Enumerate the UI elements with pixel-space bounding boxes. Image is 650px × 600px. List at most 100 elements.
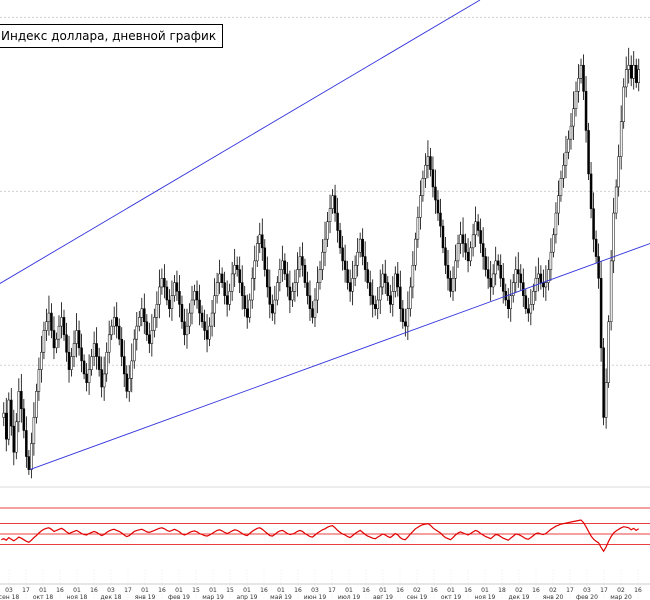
candle-body [391,291,395,305]
candle-body [491,273,495,288]
x-tick-day: 03 [5,587,13,594]
candle-body [67,351,71,370]
candle-body [10,399,13,427]
candle-body [318,269,322,283]
x-tick-day: 01 [277,587,285,594]
candle-body [55,338,58,349]
x-tick-month: мар 20 [610,594,632,600]
candle-body [547,269,550,283]
candle-body [421,178,425,196]
candle-body [569,125,573,140]
candle-body [7,399,11,440]
candle-body [582,64,585,92]
candle-body [373,304,377,309]
candle-body [456,243,460,262]
candle-body [426,156,430,166]
candle-body [273,299,277,314]
candle-body [140,308,144,318]
candle-body [338,230,342,249]
rsi-line [1,519,640,553]
candle-body [42,330,46,353]
candle-body [120,338,123,357]
candle-body [200,312,204,323]
candle-body [514,269,518,283]
candle-body [193,291,196,301]
candle-body [213,295,216,314]
candle-body [190,299,194,314]
candle-body [70,356,73,370]
candle-body [210,312,214,327]
candle-body [185,325,189,336]
candle-body [599,278,603,349]
candle-body [198,299,201,314]
x-tick-month: янв 19 [135,594,156,600]
candle-body [20,391,23,409]
candle-body [313,299,317,318]
candle-body [253,260,256,279]
candle-body [128,378,131,392]
candle-body [371,295,374,305]
candle-body [609,260,613,323]
channel-lower-line [29,243,650,471]
candle-body [288,286,292,301]
candle-body [291,291,294,301]
x-tick-month: апр 19 [237,594,258,600]
candle-body [293,282,297,292]
candle-body [102,373,106,388]
candle-body [97,356,101,370]
candle-body [602,347,605,418]
x-tick-month: авг 19 [373,594,393,600]
x-tick-day: 03 [107,587,115,594]
candle-body [5,412,8,440]
candle-body [484,256,487,270]
candle-body [499,264,502,279]
candle-body [125,373,128,392]
x-tick-day: 01 [243,587,251,594]
candle-body [230,273,234,292]
candle-body [296,269,299,283]
channel-upper-line [0,0,481,284]
candle-body [50,312,53,331]
candle-body [301,256,304,266]
price-grid [0,16,650,366]
candle-body [351,278,354,292]
x-tick-month: сен 18 [0,594,19,600]
candle-body [57,325,61,340]
candle-body [554,212,558,236]
candle-body [248,299,251,318]
candle-body [281,260,284,270]
candle-body [464,243,467,253]
candle-body [278,269,282,283]
candle-body [328,208,332,223]
candle-body [343,260,347,270]
candle-body [77,330,81,349]
candle-body [459,234,462,244]
candle-body [619,121,623,157]
candle-body [235,264,239,270]
candle-body [414,238,417,266]
candle-body [250,278,254,301]
x-tick-month: мар 19 [202,594,224,600]
candle-body [228,291,231,305]
candle-body [263,247,267,270]
candle-body [178,291,181,305]
x-tick-day: 01 [175,587,183,594]
candle-body [577,78,580,92]
candle-body [537,273,540,279]
candle-body [506,299,510,309]
candle-body [592,208,595,240]
candle-body [496,260,500,266]
candle-body [333,195,337,214]
candle-body [37,369,41,392]
candle-body [406,308,410,327]
candle-body [429,156,432,170]
candle-body [396,273,400,288]
candle-body [341,247,344,262]
candle-body [47,312,51,323]
candle-body [283,260,287,275]
candle-body [82,360,86,375]
candle-body [168,299,171,309]
x-tick-day: 01 [73,587,81,594]
candle-body [431,169,435,188]
candle-body [404,321,407,327]
